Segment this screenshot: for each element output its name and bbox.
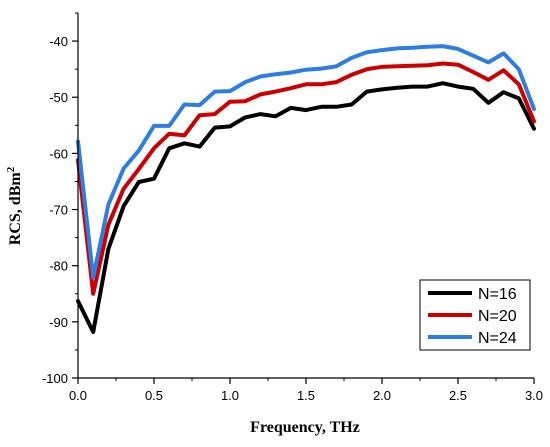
x-tick-label: 2.5	[449, 388, 467, 403]
plot-area	[76, 44, 536, 334]
y-tick-label: -60	[49, 146, 68, 161]
y-tick-label: -50	[49, 90, 68, 105]
legend: N=16 N=20 N=24	[419, 279, 531, 351]
y-axis-title-main: RCS, dBm	[7, 172, 24, 246]
y-tick-label: -100	[42, 371, 68, 386]
x-axis-title: Frequency, THz	[250, 419, 360, 436]
y-tick-label: -80	[49, 259, 68, 274]
legend-label: N=16	[478, 286, 517, 303]
legend-label: N=20	[478, 308, 517, 325]
y-axis-title-superscript: 2	[5, 166, 17, 172]
series-line-n-24	[76, 44, 536, 280]
x-tick-label: 1.0	[221, 388, 239, 403]
x-tick-label: 2.0	[373, 388, 391, 403]
y-tick-label: -70	[49, 203, 68, 218]
x-tick-label: 0.0	[69, 388, 87, 403]
x-tick-label: 3.0	[525, 388, 543, 403]
y-tick-label: -40	[49, 34, 68, 49]
y-axis-title: RCS, dBm2	[5, 166, 24, 245]
x-tick-label: 0.5	[145, 388, 163, 403]
ticks: 0.0 0.5 1.0 1.5 2.0 2.5 3.0 -40 -50 -60 -70 -80 -90 -…	[42, 12, 543, 403]
legend-label: N=24	[478, 330, 517, 347]
x-tick-label: 1.5	[297, 388, 315, 403]
series-line-n-20	[76, 61, 536, 296]
series-line-n-16	[76, 81, 536, 334]
y-tick-label: -90	[49, 315, 68, 330]
